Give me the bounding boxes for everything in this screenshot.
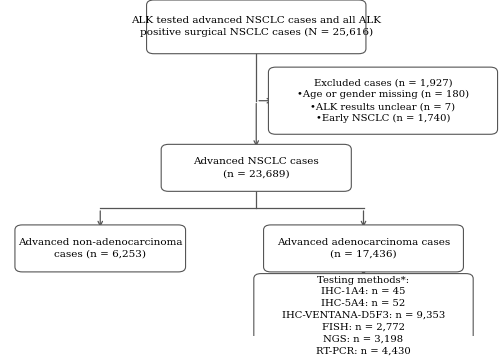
Text: Advanced NSCLC cases
(n = 23,689): Advanced NSCLC cases (n = 23,689) (194, 158, 319, 178)
Text: ALK tested advanced NSCLC cases and all ALK
positive surgical NSCLC cases (N = 2: ALK tested advanced NSCLC cases and all … (131, 17, 382, 37)
Text: Advanced non-adenocarcinoma
cases (n = 6,253): Advanced non-adenocarcinoma cases (n = 6… (18, 238, 182, 259)
FancyBboxPatch shape (264, 225, 464, 272)
Text: Advanced adenocarcinoma cases
(n = 17,436): Advanced adenocarcinoma cases (n = 17,43… (277, 238, 450, 259)
FancyBboxPatch shape (161, 144, 352, 191)
Text: Excluded cases (n = 1,927)
•Age or gender missing (n = 180)
•ALK results unclear: Excluded cases (n = 1,927) •Age or gende… (297, 78, 469, 123)
FancyBboxPatch shape (146, 0, 366, 54)
FancyBboxPatch shape (268, 67, 498, 134)
FancyBboxPatch shape (15, 225, 185, 272)
Text: Testing methods*:
IHC-1A4: n = 45
IHC-5A4: n = 52
IHC-VENTANA-D5F3: n = 9,353
FI: Testing methods*: IHC-1A4: n = 45 IHC-5A… (282, 276, 445, 355)
FancyBboxPatch shape (254, 274, 473, 358)
